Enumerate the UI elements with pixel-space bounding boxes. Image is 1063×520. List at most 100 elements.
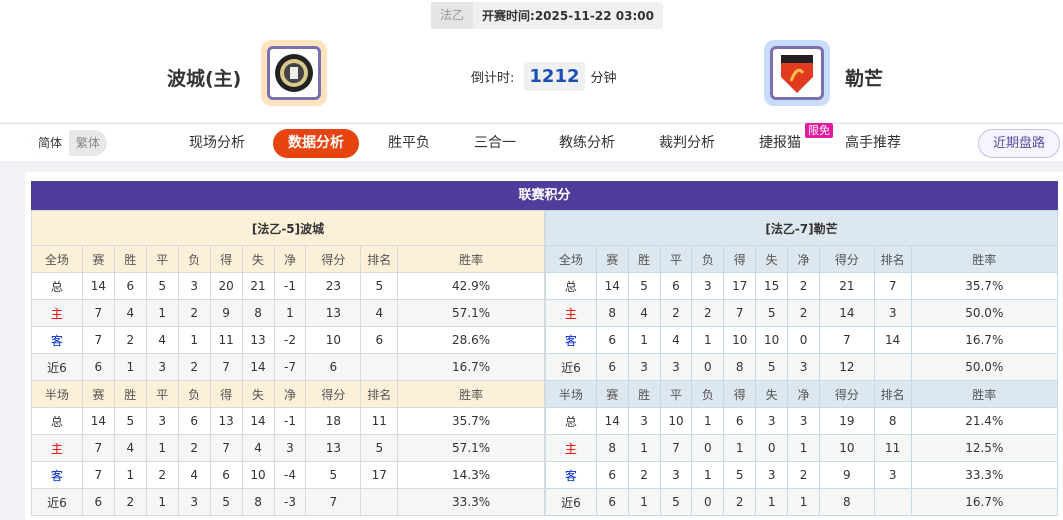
tab-win-draw-lose[interactable]: 胜平负 <box>388 135 430 151</box>
cell: 57.1% <box>397 299 545 327</box>
column-header: 负 <box>691 380 725 408</box>
cell: -7 <box>273 353 307 381</box>
tab-jiebaomao[interactable]: 捷报猫 <box>759 135 801 151</box>
cell: 4 <box>177 461 211 489</box>
full-header-row: 全场赛胜平负得失净得分 排名 胜率 <box>31 245 545 273</box>
lang-simplified[interactable]: 简体 <box>31 130 70 156</box>
countdown-label: 倒计时: <box>471 71 515 86</box>
row-label: 总 <box>545 272 597 300</box>
column-header: 得分 <box>818 380 875 408</box>
cell: 19 <box>818 407 875 435</box>
away-team-name[interactable]: 勒芒 <box>845 68 884 90</box>
cell: 33.3% <box>910 461 1059 489</box>
away-team-standing-title[interactable]: [法乙-7]勒芒 <box>545 210 1058 246</box>
table-row: 总 14 6 5 3 20 21 -1 23 5 42.9% <box>31 272 545 300</box>
cell: 16.7% <box>910 326 1059 354</box>
cell: 13 <box>305 434 362 462</box>
cell: 6 <box>595 488 629 516</box>
cell: 3 <box>755 461 789 489</box>
cell: 2 <box>627 461 661 489</box>
cell: 1 <box>145 434 179 462</box>
cell: 9 <box>209 299 243 327</box>
column-header: 失 <box>755 245 789 273</box>
cell: 0 <box>691 353 725 381</box>
cell: 4 <box>241 434 275 462</box>
cell: 1 <box>273 299 307 327</box>
cell: 1 <box>627 434 661 462</box>
cell: 2 <box>659 299 693 327</box>
cell: 6 <box>81 353 115 381</box>
cell: 4 <box>360 299 399 327</box>
cell: 14 <box>595 407 629 435</box>
nav-bar: 简体 繁体 现场分析 数据分析 胜平负 三合一 教练分析 裁判分析 捷报猫 限免… <box>0 123 1063 161</box>
cell: 11 <box>209 326 243 354</box>
tab-coach-analysis[interactable]: 教练分析 <box>559 135 615 151</box>
kickoff-time: 2025-11-22 03:00 <box>534 9 654 23</box>
recent-trends-button[interactable]: 近期盘路 <box>978 129 1060 158</box>
countdown: 倒计时: 1212 分钟 <box>471 62 617 91</box>
league-label[interactable]: 法乙 <box>431 2 474 29</box>
column-header: 得分 <box>305 380 362 408</box>
cell: 6 <box>360 326 399 354</box>
column-header: 净 <box>787 380 820 408</box>
row-label: 主 <box>31 434 83 462</box>
language-toggle[interactable]: 简体 繁体 <box>31 130 108 156</box>
section-label: 半场 <box>31 380 83 408</box>
cell: 5 <box>113 407 147 435</box>
cell: 1 <box>113 461 147 489</box>
cell: 8 <box>595 434 629 462</box>
cell: 2 <box>723 488 757 516</box>
standings-title: 联赛积分 <box>31 181 1058 210</box>
cell: 3 <box>787 407 820 435</box>
cell: 5 <box>360 434 399 462</box>
table-row: 主 8 1 7 0 1 0 1 10 11 12.5% <box>545 434 1059 462</box>
cell: 14 <box>81 272 115 300</box>
cell: 7 <box>873 272 912 300</box>
away-team-logo[interactable] <box>764 40 830 106</box>
cell: 3 <box>659 353 693 381</box>
table-row: 主 8 4 2 2 7 5 2 14 3 50.0% <box>545 299 1059 327</box>
half-header-row: 半场赛胜平负得失净得分 排名 胜率 <box>31 380 545 408</box>
cell: 3 <box>691 272 725 300</box>
cell: 2 <box>691 299 725 327</box>
cell: -4 <box>273 461 307 489</box>
column-header: 排名 <box>360 380 399 408</box>
column-header: 得 <box>209 245 243 273</box>
cell: 2 <box>177 434 211 462</box>
cell: 5 <box>145 272 179 300</box>
column-header: 负 <box>177 380 211 408</box>
half-header-row: 半场赛胜平负得失净得分 排名 胜率 <box>545 380 1059 408</box>
tab-referee-analysis[interactable]: 裁判分析 <box>659 135 715 151</box>
table-row: 近6 6 3 3 0 8 5 3 12 50.0% <box>545 353 1059 381</box>
cell: -2 <box>273 326 307 354</box>
row-label: 客 <box>31 461 83 489</box>
cell: 1 <box>723 434 757 462</box>
cell: 9 <box>818 461 875 489</box>
home-team-name[interactable]: 波城(主) <box>167 68 242 90</box>
table-row: 近6 6 1 5 0 2 1 1 8 16.7% <box>545 488 1059 516</box>
cell: 3 <box>873 461 912 489</box>
tab-live-analysis[interactable]: 现场分析 <box>189 135 245 151</box>
cell: -1 <box>273 407 307 435</box>
tab-three-in-one[interactable]: 三合一 <box>474 135 516 151</box>
lang-traditional[interactable]: 繁体 <box>76 136 101 150</box>
cell: 10 <box>241 461 275 489</box>
tab-data-analysis[interactable]: 数据分析 <box>273 129 359 158</box>
cell: 6 <box>595 353 629 381</box>
row-label: 总 <box>31 272 83 300</box>
row-label: 客 <box>31 326 83 354</box>
tab-expert-picks[interactable]: 高手推荐 <box>845 135 901 151</box>
cell: 4 <box>145 326 179 354</box>
cell: 57.1% <box>397 434 545 462</box>
home-team-standing-title[interactable]: [法乙-5]波城 <box>31 210 545 246</box>
cell: 12.5% <box>910 434 1059 462</box>
cell: 4 <box>113 299 147 327</box>
cell: 4 <box>627 299 661 327</box>
cell: 21 <box>241 272 275 300</box>
pau-crest-icon <box>275 54 313 92</box>
cell: 2 <box>113 488 147 516</box>
cell: 3 <box>273 434 307 462</box>
section-label: 全场 <box>545 245 597 273</box>
home-team-logo[interactable] <box>261 40 327 106</box>
kickoff-label: 开赛时间: <box>482 9 535 23</box>
